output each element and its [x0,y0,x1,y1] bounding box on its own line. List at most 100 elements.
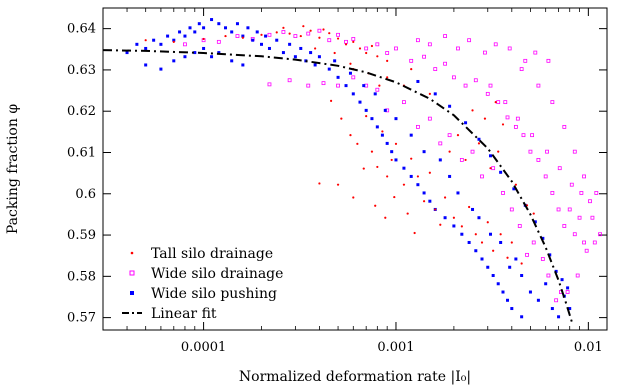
point-wide-silo-pushing [293,55,297,59]
point-wide-silo-pushing [383,108,387,112]
point-wide-silo-pushing [394,158,398,162]
point-wide-silo-drainage [306,31,311,36]
point-wide-silo-drainage [281,30,286,34]
point-tall-silo-drainage [506,256,509,259]
point-wide-silo-drainage [513,124,518,129]
point-wide-silo-drainage [575,273,580,278]
point-wide-silo-drainage [402,100,406,105]
point-wide-silo-pushing [471,207,475,211]
point-wide-silo-drainage [480,174,484,179]
point-wide-silo-pushing [299,46,303,50]
point-wide-silo-pushing [202,46,206,50]
point-tall-silo-drainage [370,150,374,153]
point-tall-silo-drainage [352,196,355,199]
point-wide-silo-pushing [422,191,426,195]
point-tall-silo-drainage [384,216,387,219]
point-wide-silo-pushing [448,174,452,178]
point-wide-silo-pushing [144,63,148,67]
point-tall-silo-drainage [282,26,285,29]
point-wide-silo-drainage [336,32,340,37]
point-wide-silo-pushing [508,265,512,269]
point-tall-silo-drainage [428,92,431,95]
point-tall-silo-drainage [309,29,312,32]
x-tick-label: 0.0001 [181,340,227,355]
point-wide-silo-drainage [483,50,487,55]
point-wide-silo-drainage [562,224,567,228]
point-wide-silo-drainage [485,91,490,96]
point-wide-silo-drainage [584,248,589,253]
point-wide-silo-pushing [159,67,163,71]
point-wide-silo-drainage [556,207,561,212]
y-tick-label: 0.6 [75,187,96,202]
point-wide-silo-drainage [503,100,508,105]
point-wide-silo-drainage [415,38,420,43]
point-wide-silo-pushing [288,42,292,46]
x-tick-label: 0.001 [377,340,414,355]
y-tick-label: 0.59 [67,228,96,243]
point-wide-silo-pushing [172,38,176,42]
point-wide-silo-pushing [548,253,552,257]
x-axis-ticks: 0.0001 0.001 0.01 [181,8,603,355]
point-wide-silo-pushing [560,278,564,282]
point-wide-silo-drainage [456,46,460,51]
point-wide-silo-pushing [566,286,570,290]
point-wide-silo-drainage [509,207,514,212]
point-wide-silo-pushing [246,26,250,30]
point-tall-silo-drainage [386,175,389,178]
point-wide-silo-pushing [544,282,548,286]
point-tall-silo-drainage [318,36,321,39]
point-wide-silo-pushing [159,42,163,46]
point-wide-silo-pushing [456,191,460,195]
point-tall-silo-drainage [510,241,513,244]
point-wide-silo-drainage [567,207,572,212]
point-tall-silo-drainage [365,51,368,55]
point-tall-silo-drainage [477,142,481,145]
legend-label-wide-silo-pushing: Wide silo pushing [151,286,277,302]
point-wide-silo-pushing [499,240,503,244]
point-tall-silo-drainage [202,37,205,41]
point-tall-silo-drainage [434,208,437,211]
point-wide-silo-drainage [451,75,456,80]
point-wide-silo-pushing [172,59,176,63]
point-wide-silo-pushing [144,46,148,50]
y-tick-label: 0.57 [67,311,96,326]
point-wide-silo-pushing [373,92,377,96]
point-wide-silo-drainage [521,133,526,138]
point-tall-silo-drainage [406,212,409,215]
point-wide-silo-pushing [390,150,394,154]
point-wide-silo-pushing [230,30,234,34]
fit-line-group [103,49,573,322]
point-tall-silo-drainage [410,67,413,71]
point-tall-silo-drainage [456,134,460,137]
x-tick-label: 0.01 [574,340,603,355]
legend-item-wide-silo-pushing: Wide silo pushing [130,286,277,302]
point-wide-silo-drainage [422,54,426,59]
point-wide-silo-pushing [281,51,285,55]
point-wide-silo-pushing [510,307,514,311]
point-wide-silo-pushing [409,174,413,178]
point-tall-silo-drainage [322,28,325,31]
point-tall-silo-drainage [344,43,348,46]
point-tall-silo-drainage [333,51,336,55]
point-wide-silo-pushing [533,220,537,224]
point-wide-silo-drainage [598,232,602,237]
point-wide-silo-pushing [267,46,271,50]
point-wide-silo-drainage [550,191,555,195]
point-wide-silo-drainage [447,133,452,138]
point-wide-silo-pushing [260,42,264,46]
point-wide-silo-drainage [267,32,272,37]
point-tall-silo-drainage [492,249,495,252]
point-wide-silo-drainage [550,100,555,105]
point-tall-silo-drainage [352,40,355,43]
point-wide-silo-pushing [241,63,245,67]
point-wide-silo-drainage [582,240,586,245]
point-tall-silo-drainage [386,76,389,79]
point-wide-silo-pushing [217,51,221,55]
point-wide-silo-pushing [554,269,558,273]
point-wide-silo-pushing [275,38,279,42]
legend-swatch-wide-silo-drainage [129,270,135,276]
point-tall-silo-drainage [241,36,244,39]
point-tall-silo-drainage [374,204,377,207]
point-wide-silo-drainage [588,199,592,204]
point-wide-silo-pushing [375,125,379,129]
